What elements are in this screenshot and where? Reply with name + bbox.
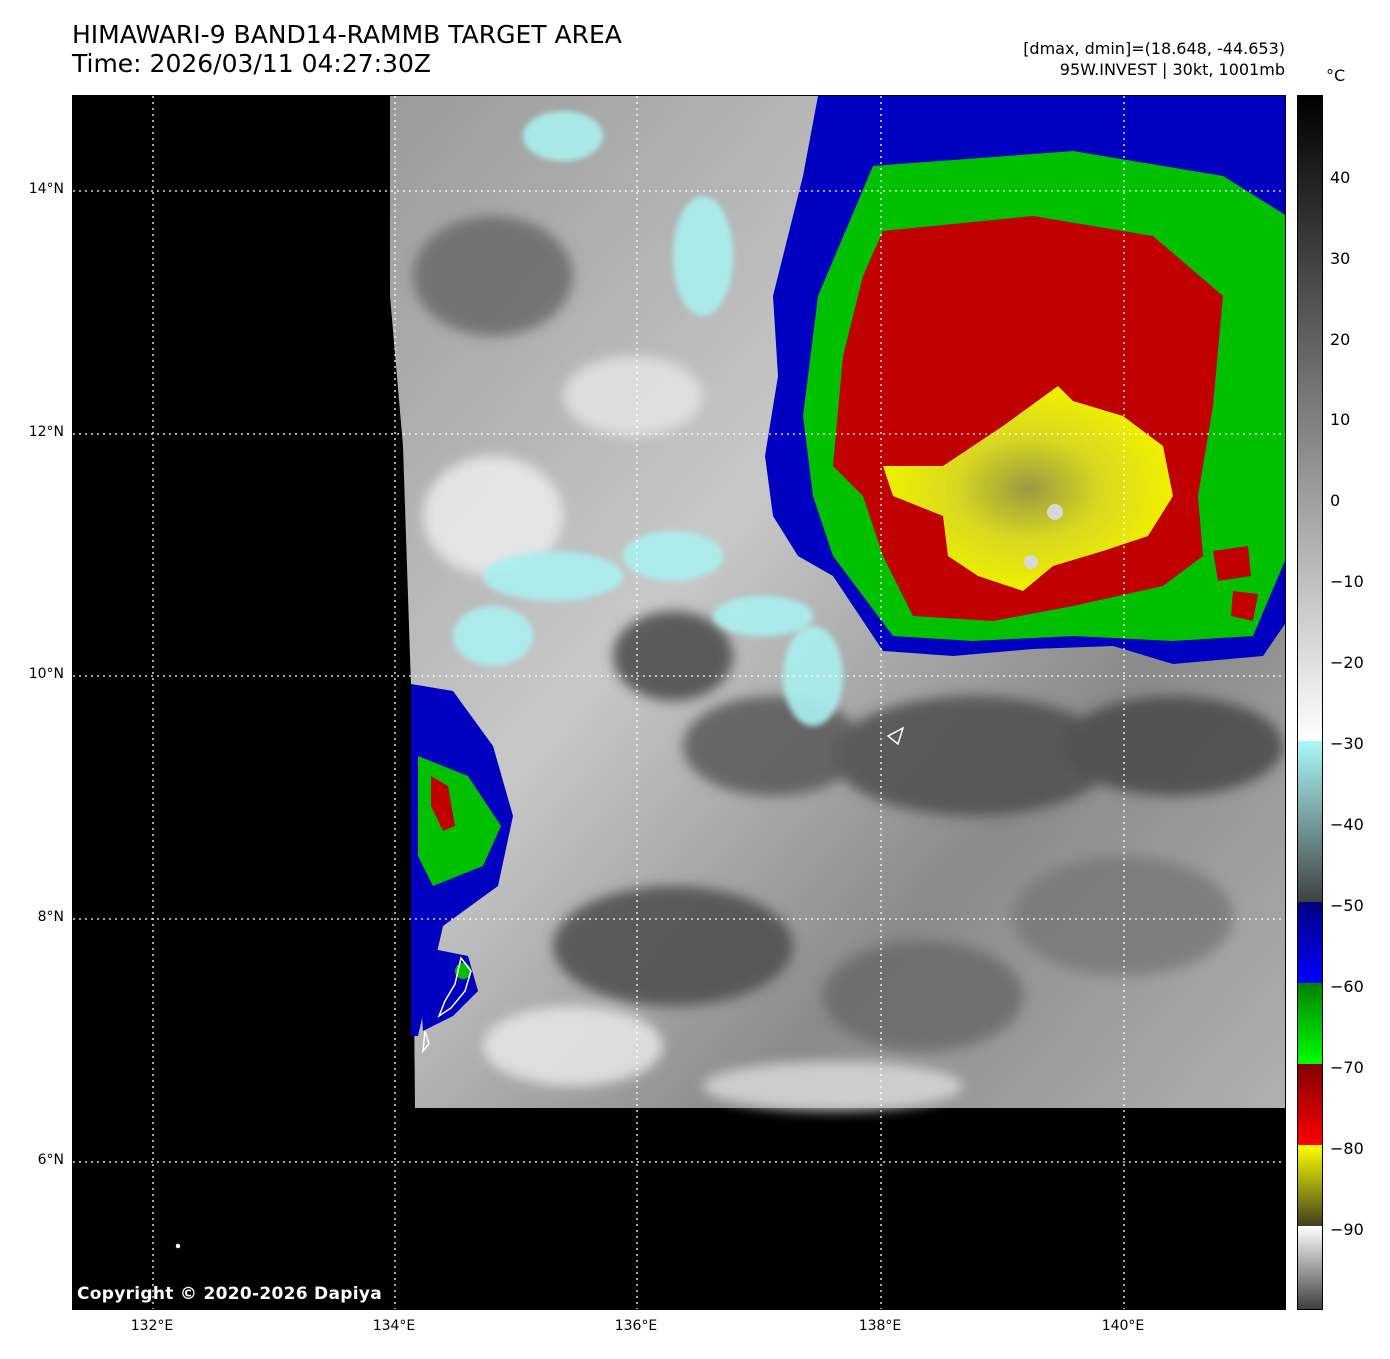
copyright-text: Copyright © 2020-2026 Dapiya [77,1284,382,1304]
lon-label-138: 138°E [858,1318,902,1334]
colorbar-tick-0: 0 [1330,491,1341,510]
colorbar-tick-minus50: −50 [1330,896,1364,915]
lon-label-134: 134°E [372,1318,416,1334]
graticule [73,96,1285,1309]
colorbar-tick-30: 30 [1330,249,1351,268]
satellite-map [72,95,1286,1310]
colorbar-tick-20: 20 [1330,330,1351,349]
cold-cloud-edges [453,111,843,726]
storm-info: [dmax, dmin]=(18.648, -44.653) 95W.INVES… [1023,38,1285,80]
satellite-imagery [73,96,1285,1309]
info-line-2: 95W.INVEST | 30kt, 1001mb [1059,60,1285,79]
west-convective-cell [411,684,513,1036]
colorbar-tick-minus90: −90 [1330,1220,1364,1239]
lon-label-136: 136°E [614,1318,658,1334]
title-line-1: HIMAWARI-9 BAND14-RAMMB TARGET AREA [72,20,622,49]
colorbar-tick-10: 10 [1330,410,1351,429]
chart-title: HIMAWARI-9 BAND14-RAMMB TARGET AREA Time… [72,20,622,78]
lat-label-6: 6°N [37,1152,64,1168]
colorbar-gradient [1298,96,1322,1309]
colorbar-tick-40: 40 [1330,168,1351,187]
colorbar [1297,95,1323,1310]
lon-label-140: 140°E [1101,1318,1145,1334]
colorbar-tick-minus40: −40 [1330,815,1364,834]
storm-95w [765,96,1285,664]
lat-label-12: 12°N [28,424,64,440]
lat-label-8: 8°N [37,909,64,925]
lat-label-14: 14°N [28,181,64,197]
title-line-2: Time: 2026/03/11 04:27:30Z [72,49,431,78]
lon-label-132: 132°E [130,1318,174,1334]
colorbar-tick-minus70: −70 [1330,1058,1364,1077]
colorbar-unit: °C [1326,66,1346,85]
colorbar-tick-minus80: −80 [1330,1139,1364,1158]
lat-label-10: 10°N [28,666,64,682]
info-line-1: [dmax, dmin]=(18.648, -44.653) [1023,39,1285,58]
cloud-texture [413,216,1283,1111]
colorbar-tick-minus30: −30 [1330,734,1364,753]
colorbar-tick-minus60: −60 [1330,977,1364,996]
coastlines [175,726,905,1249]
colorbar-tick-minus20: −20 [1330,653,1364,672]
colorbar-tick-minus10: −10 [1330,572,1364,591]
